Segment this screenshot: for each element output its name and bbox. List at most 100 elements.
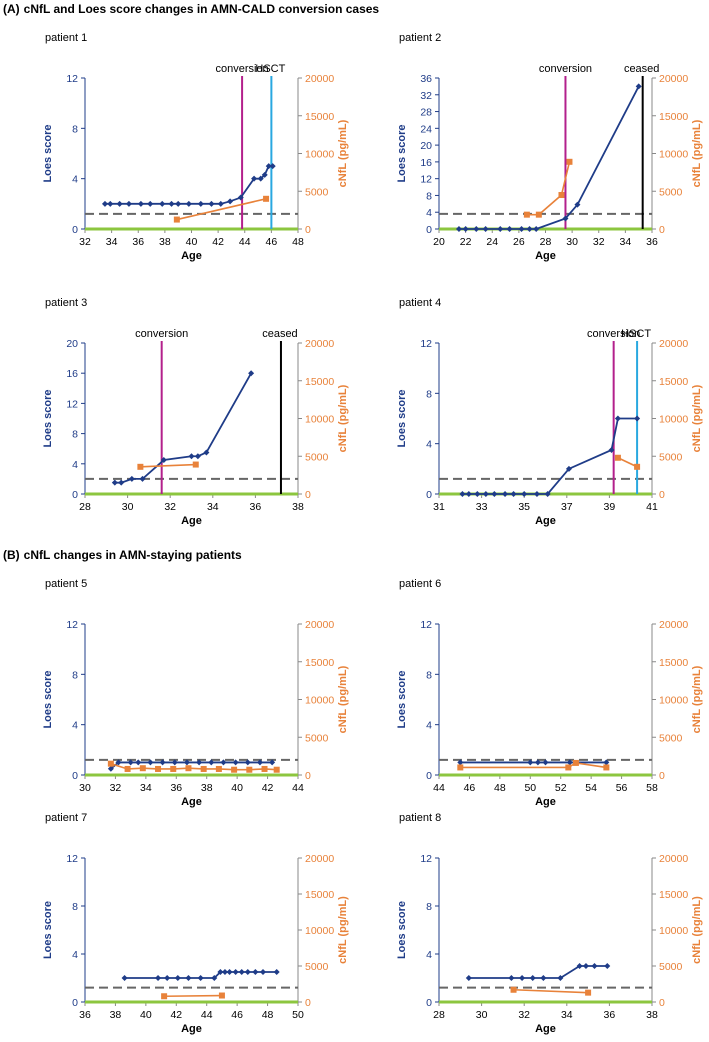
- loes-point: [540, 975, 547, 981]
- x-tick-label: 37: [561, 501, 573, 513]
- right-tick-label: 20000: [305, 853, 334, 865]
- x-tick-label: 52: [555, 782, 567, 794]
- loes-point: [251, 175, 258, 182]
- cnfl-point: [261, 765, 268, 772]
- loes-point: [502, 491, 509, 497]
- x-tick-label: 48: [292, 236, 304, 248]
- left-tick-label: 8: [426, 901, 432, 913]
- left-tick-label: 12: [420, 338, 432, 350]
- x-tick-label: 32: [79, 236, 91, 248]
- loes-point: [194, 453, 201, 460]
- left-tick-label: 8: [426, 388, 432, 400]
- right-tick-label: 15000: [305, 657, 334, 669]
- left-tick-label: 0: [72, 224, 78, 236]
- loes-point: [562, 215, 569, 222]
- cnfl-series-line: [617, 457, 638, 468]
- x-tick-label: 22: [460, 236, 472, 248]
- right-axis-label: cNfL (pg/mL): [691, 119, 703, 187]
- chart-patient-2: patient 2 0 4 8 12 16 20 24 28 32 36 Loes score 0 500…: [354, 22, 708, 262]
- loes-point: [521, 491, 528, 497]
- section-a-tag: (A): [3, 2, 20, 16]
- x-tick-label: 44: [239, 236, 251, 248]
- left-tick-label: 4: [426, 949, 432, 961]
- right-tick-label: 5000: [305, 961, 329, 973]
- loes-point: [526, 226, 533, 232]
- loes-series-line: [114, 372, 252, 484]
- left-tick-label: 16: [66, 368, 78, 380]
- panel-title: patient 6: [399, 578, 441, 590]
- right-tick-label: 15000: [659, 376, 688, 388]
- x-tick-label: 36: [604, 1009, 616, 1021]
- loes-point: [159, 759, 166, 766]
- loes-point: [107, 200, 114, 207]
- right-tick-label: 5000: [659, 451, 683, 463]
- loes-point: [635, 83, 642, 90]
- loes-point: [171, 759, 178, 766]
- right-tick-label: 10000: [305, 925, 334, 937]
- right-tick-label: 0: [305, 224, 311, 236]
- loes-point: [518, 226, 525, 232]
- loes-point: [237, 194, 244, 201]
- x-tick-label: 39: [604, 501, 616, 513]
- right-tick-label: 10000: [305, 149, 334, 161]
- x-tick-label: 40: [231, 782, 243, 794]
- right-tick-label: 15000: [305, 376, 334, 388]
- loes-point: [101, 200, 108, 207]
- cnfl-point: [215, 765, 222, 772]
- cnfl-point: [263, 195, 270, 202]
- loes-point: [244, 969, 251, 975]
- x-tick-label: 46: [464, 782, 476, 794]
- loes-point: [508, 975, 515, 981]
- x-tick-label: 42: [170, 1009, 182, 1021]
- loes-point: [473, 226, 480, 232]
- chart-patient-4: patient 4 0 4 8 12 Loes score 0 5000 10000 15000 2…: [354, 287, 708, 527]
- cnfl-point: [185, 765, 192, 772]
- panel-title: patient 2: [399, 32, 441, 44]
- left-tick-label: 8: [426, 190, 432, 202]
- loes-point: [160, 457, 167, 464]
- cnfl-point: [572, 759, 579, 766]
- section-a-text: cNfL and Loes score changes in AMN-CALD …: [23, 2, 380, 16]
- cnfl-point: [457, 764, 464, 771]
- loes-point: [491, 491, 498, 497]
- cnfl-point: [170, 765, 177, 772]
- cnfl-point: [107, 760, 114, 767]
- left-axis-label: Loes score: [396, 901, 408, 959]
- loes-point: [604, 963, 611, 969]
- loes-point: [226, 969, 233, 975]
- chart-patient-5: patient 5 0 4 8 12 Loes score 0 5000 10000 15000 2…: [0, 568, 354, 808]
- loes-point: [197, 200, 204, 207]
- x-tick-label: 36: [132, 236, 144, 248]
- right-tick-label: 5000: [659, 186, 683, 198]
- loes-point: [565, 465, 572, 472]
- left-tick-label: 0: [426, 997, 432, 1009]
- loes-point: [603, 759, 610, 766]
- loes-point: [576, 963, 583, 969]
- x-tick-label: 50: [292, 1009, 304, 1021]
- cnfl-point: [585, 989, 592, 996]
- chart-patient-1: patient 1 0 4 8 12 Loes score 0 5000 10000 15000 2…: [0, 22, 354, 262]
- left-axis-label: Loes score: [42, 124, 54, 182]
- left-tick-label: 4: [72, 720, 78, 732]
- cnfl-series-line: [140, 463, 196, 468]
- loes-point: [127, 759, 134, 766]
- loes-point: [221, 969, 228, 975]
- right-tick-label: 5000: [305, 186, 329, 198]
- right-tick-label: 15000: [305, 889, 334, 901]
- loes-point: [482, 226, 489, 232]
- loes-series-line: [468, 965, 608, 979]
- event-label-conversion: conversion: [135, 328, 188, 340]
- event-label-conversion: conversion: [215, 63, 268, 75]
- right-tick-label: 0: [659, 224, 665, 236]
- loes-point: [462, 226, 469, 232]
- loes-point: [529, 975, 536, 981]
- chart-patient-7: patient 7 0 4 8 12 Loes score 0 5000 10000 15000 2…: [0, 802, 354, 1042]
- right-tick-label: 10000: [659, 414, 688, 426]
- cnfl-point: [218, 992, 225, 999]
- right-tick-label: 15000: [659, 111, 688, 123]
- loes-point: [238, 969, 245, 975]
- right-tick-label: 20000: [305, 338, 334, 350]
- left-tick-label: 8: [72, 901, 78, 913]
- left-tick-label: 12: [66, 619, 78, 631]
- left-tick-label: 8: [72, 123, 78, 135]
